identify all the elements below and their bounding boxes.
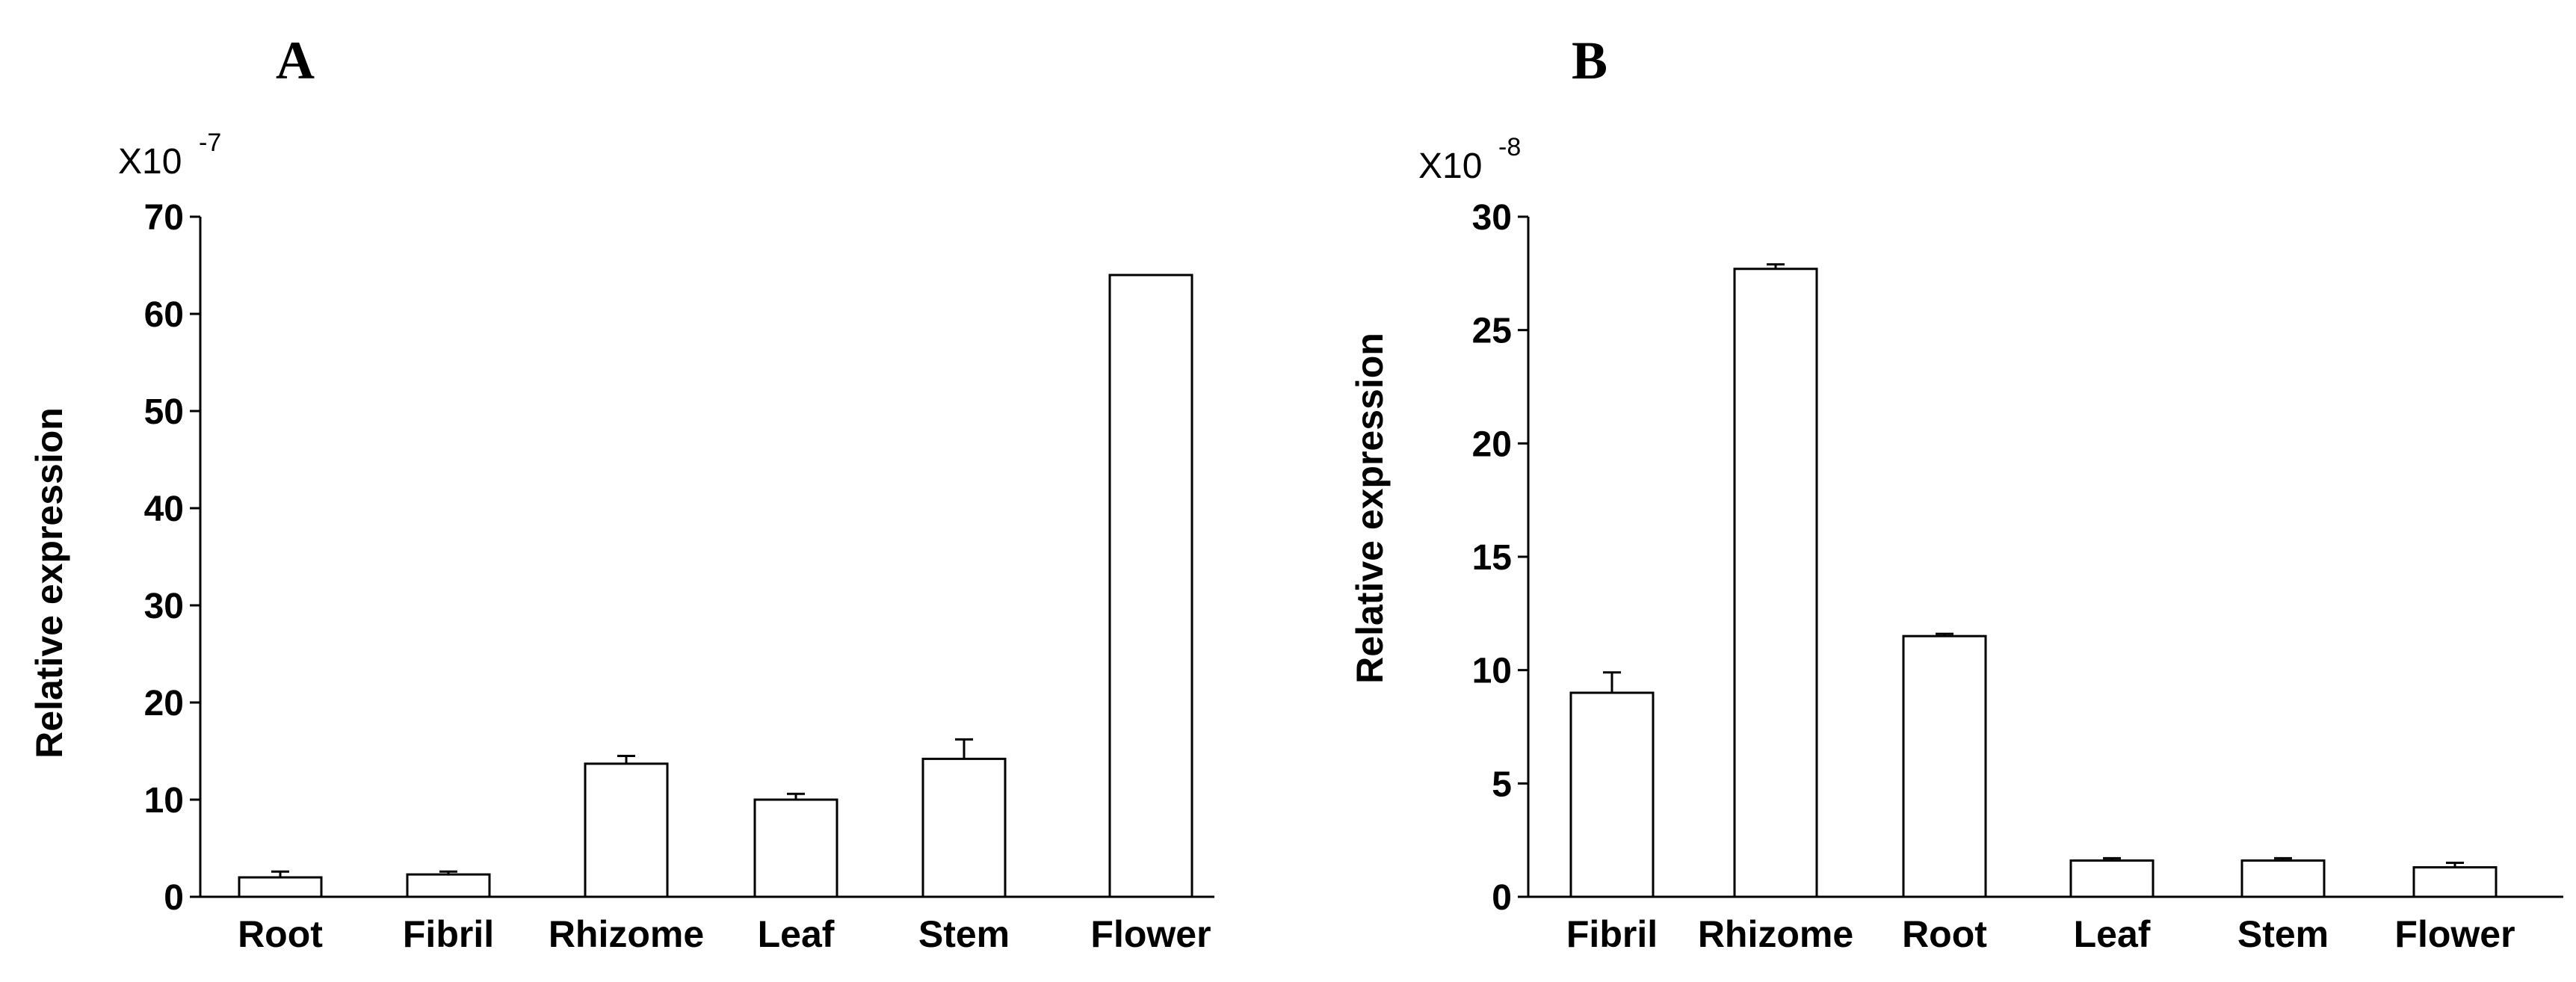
y-multiplier-base: X10 (1418, 146, 1482, 186)
y-multiplier-exponent: -8 (1498, 133, 1521, 161)
panel-letter: A (276, 31, 315, 90)
x-category-label: Flower (1090, 913, 1211, 955)
x-category-label: Root (1902, 913, 1987, 955)
y-axis-label: Relative expression (28, 407, 70, 759)
y-tick-label: 50 (144, 392, 184, 432)
bar-root (238, 876, 323, 898)
x-category-label: Leaf (758, 913, 835, 955)
bar-series (1569, 263, 2498, 898)
y-tick-label: 30 (144, 587, 184, 626)
x-category-label: Stem (2237, 913, 2329, 955)
y-tick-label: 20 (144, 684, 184, 723)
x-category-label: Fibril (1566, 913, 1658, 955)
y-tick-label: 10 (144, 781, 184, 821)
x-category-label: Root (238, 913, 323, 955)
y-tick-label: 30 (1472, 198, 1512, 238)
x-axis-categories: Fibril Rhizome Root Leaf Stem Flower (1566, 913, 2515, 955)
y-tick-label: 0 (1492, 878, 1512, 918)
bar-stem (2240, 859, 2326, 898)
y-multiplier-exponent: -7 (199, 129, 221, 157)
bar-rhizome (584, 762, 669, 898)
y-multiplier-base: X10 (118, 142, 182, 182)
panel-letter: B (1572, 31, 1607, 90)
x-category-label: Leaf (2074, 913, 2151, 955)
y-axis-label: Relative expression (1349, 333, 1391, 684)
x-category-label: Fibril (403, 913, 494, 955)
y-tick-label: 70 (144, 198, 184, 238)
y-tick-label: 20 (1472, 424, 1512, 464)
y-tick-label: 5 (1492, 765, 1512, 804)
x-category-label: Flower (2394, 913, 2515, 955)
y-tick-label: 60 (144, 295, 184, 335)
bar-fibril (406, 873, 491, 898)
y-tick-label: 0 (164, 878, 184, 918)
bar-leaf (2069, 859, 2155, 898)
bar-flower (2412, 866, 2498, 898)
x-category-label: Rhizome (1698, 913, 1853, 955)
bar-leaf (753, 798, 838, 898)
bar-fibril (1569, 691, 1655, 898)
bar-series (238, 274, 1193, 898)
x-category-label: Stem (918, 913, 1010, 955)
x-axis-categories: Root Fibril Rhizome Leaf Stem Flower (238, 913, 1211, 955)
y-tick-label: 25 (1472, 312, 1512, 351)
bar-flower (1108, 274, 1193, 898)
chart-panel-a: A X10 -7 Relative expression 0 10 20 30 40 50… (28, 31, 1214, 955)
y-tick-label: 10 (1472, 652, 1512, 691)
bar-rhizome (1733, 268, 1818, 898)
bar-root (1902, 634, 1987, 898)
y-tick-label: 15 (1472, 538, 1512, 578)
chart-panel-b: B X10 -8 Relative expression 0 5 10 15 20 25 3… (1349, 31, 2563, 955)
x-category-label: Rhizome (549, 913, 704, 955)
y-axis-ticks: 0 5 10 15 20 25 30 (1472, 198, 1528, 918)
y-multiplier: X10 -8 (1418, 133, 1521, 186)
y-axis-ticks: 0 10 20 30 40 50 60 70 (144, 198, 200, 918)
y-multiplier: X10 -7 (118, 129, 221, 182)
bar-stem (921, 757, 1007, 898)
y-tick-label: 40 (144, 490, 184, 529)
